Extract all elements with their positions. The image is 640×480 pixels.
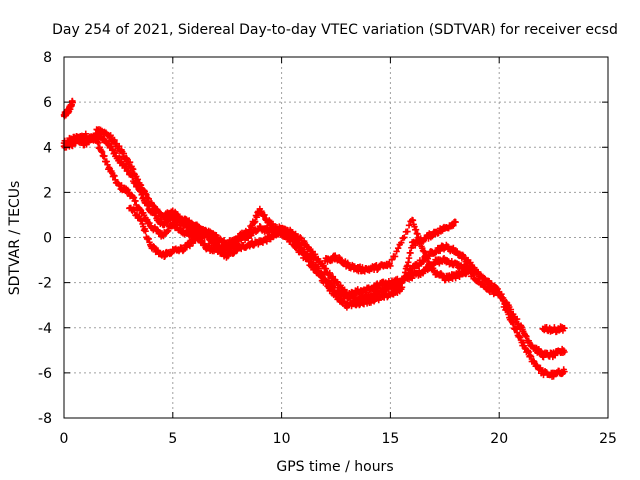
data-point	[405, 222, 413, 229]
y-tick-label: -8	[38, 411, 52, 427]
data-point	[401, 234, 408, 241]
series-track-f	[321, 216, 470, 284]
series-track-e	[126, 204, 220, 261]
series-track-d	[93, 126, 459, 311]
data-point	[561, 368, 568, 375]
x-axis-label: GPS time / hours	[276, 459, 393, 475]
series-track-g	[539, 323, 568, 336]
y-tick-label: 4	[43, 140, 52, 156]
data-point	[452, 218, 459, 226]
chart-title: Day 254 of 2021, Sidereal Day-to-day VTE…	[52, 22, 618, 38]
grid-lines	[64, 57, 608, 418]
x-tick-label: 20	[490, 431, 508, 447]
data-point	[388, 256, 396, 263]
data-point	[387, 262, 394, 270]
x-tick-label: 5	[168, 431, 177, 447]
x-tick-label: 10	[273, 431, 291, 447]
data-point	[394, 244, 402, 252]
data-point	[142, 228, 149, 235]
data-point	[393, 248, 400, 255]
y-tick-label: 8	[43, 50, 52, 66]
data-point	[561, 324, 568, 332]
data-point	[398, 284, 406, 291]
data-point	[213, 232, 220, 239]
data-point	[69, 99, 76, 106]
data-point	[417, 237, 424, 244]
data-point	[513, 315, 521, 323]
data-point	[391, 253, 399, 260]
y-tick-label: 0	[43, 231, 52, 247]
y-tick-label: 6	[43, 95, 52, 111]
x-tick-label: 0	[60, 431, 69, 447]
axis-ticks: 0 5 10 15 20 25 -8 -6 -4 -2 0 2 4 6 8	[38, 50, 617, 447]
data-point	[101, 152, 108, 160]
data-point	[428, 261, 435, 268]
y-tick-label: 2	[43, 185, 52, 201]
data-points	[60, 97, 568, 380]
data-point	[463, 270, 470, 277]
data-point	[398, 239, 405, 246]
y-axis-label: SDTVAR / TECUs	[7, 181, 23, 296]
x-tick-label: 25	[599, 431, 617, 447]
y-tick-label: -4	[38, 321, 52, 337]
y-tick-label: -6	[38, 366, 52, 382]
data-point	[404, 228, 411, 235]
y-tick-label: -2	[38, 276, 52, 292]
x-tick-label: 15	[381, 431, 399, 447]
data-point	[401, 275, 408, 283]
data-point	[561, 348, 568, 356]
data-point	[251, 218, 259, 225]
data-point	[126, 158, 134, 166]
